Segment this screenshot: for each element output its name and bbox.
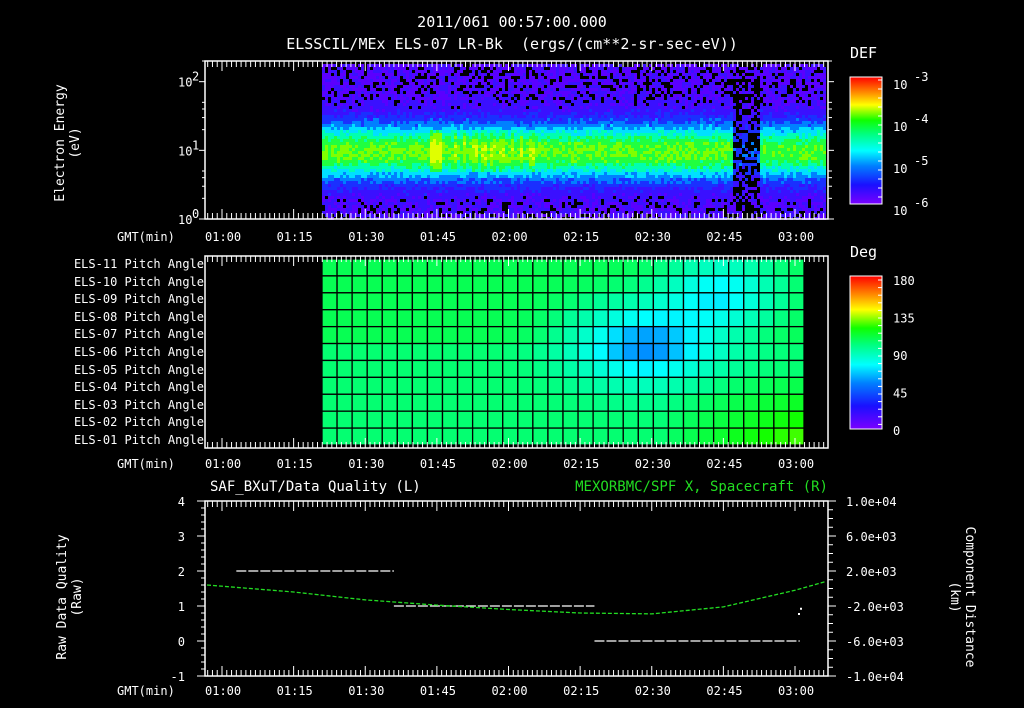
time-tick: 01:00 — [205, 684, 242, 698]
data-quality-plot — [206, 570, 827, 642]
time-tick: 01:00 — [205, 457, 242, 471]
time-tick: 01:15 — [276, 457, 313, 471]
time-tick: 02:45 — [706, 230, 743, 244]
time-tick: 01:15 — [276, 230, 313, 244]
energy-spectrogram — [322, 64, 826, 220]
pitch-angle-labels: ELS-11 Pitch Angle ELS-10 Pitch Angle EL… — [40, 257, 204, 451]
time-tick: 02:00 — [491, 230, 528, 244]
time-tick: 02:15 — [563, 230, 600, 244]
panel3-right-title: MEXORBMC/SPF X, Spacecraft (R) — [575, 479, 828, 495]
def-colorbar-title: DEF — [850, 44, 878, 62]
time-tick: 01:15 — [276, 684, 313, 698]
time-tick: 01:45 — [419, 457, 456, 471]
time-tick: 02:30 — [634, 457, 671, 471]
row-label: ELS-03 Pitch Angle — [73, 397, 204, 412]
time-tick: 02:45 — [706, 457, 743, 471]
time-tick: 02:15 — [563, 457, 600, 471]
row-label: ELS-11 Pitch Angle — [73, 257, 204, 271]
gmt-axis-label: GMT(min) — [117, 684, 175, 698]
time-tick: 02:15 — [563, 684, 600, 698]
row-label: ELS-06 Pitch Angle — [73, 344, 204, 359]
row-label: ELS-01 Pitch Angle — [73, 432, 204, 447]
time-tick: 03:00 — [778, 230, 815, 244]
deg-colorbar-title: Deg — [850, 243, 878, 261]
time-tick: 02:30 — [634, 684, 671, 698]
time-tick: 02:00 — [491, 457, 528, 471]
time-tick: 01:30 — [348, 684, 385, 698]
time-tick: 02:30 — [634, 230, 671, 244]
time-tick: 02:00 — [491, 684, 528, 698]
pitch-angle-grid — [321, 258, 805, 446]
time-tick: 01:30 — [348, 457, 385, 471]
time-tick: 01:45 — [419, 684, 456, 698]
row-label: ELS-02 Pitch Angle — [73, 415, 204, 430]
row-label: ELS-05 Pitch Angle — [73, 362, 204, 377]
time-tick: 02:45 — [706, 684, 743, 698]
row-label: ELS-04 Pitch Angle — [73, 380, 204, 395]
gmt-axis-label: GMT(min) — [117, 457, 175, 471]
gmt-axis-label: GMT(min) — [117, 230, 175, 244]
time-tick: 03:00 — [778, 457, 815, 471]
time-tick: 01:00 — [205, 230, 242, 244]
row-label: ELS-09 Pitch Angle — [73, 292, 204, 307]
row-label: ELS-07 Pitch Angle — [73, 327, 204, 342]
time-tick: 01:45 — [419, 230, 456, 244]
time-tick: 01:30 — [348, 230, 385, 244]
plot-timestamp: 2011/061 00:57:00.000 — [417, 13, 607, 31]
plot-subtitle: ELSSCIL/MEx ELS-07 LR-Bk (ergs/(cm**2-sr… — [286, 35, 738, 53]
row-label: ELS-08 Pitch Angle — [73, 309, 204, 324]
row-label: ELS-10 Pitch Angle — [73, 274, 204, 289]
time-tick: 03:00 — [778, 684, 815, 698]
panel3-left-title: SAF_BXuT/Data Quality (L) — [210, 479, 421, 495]
